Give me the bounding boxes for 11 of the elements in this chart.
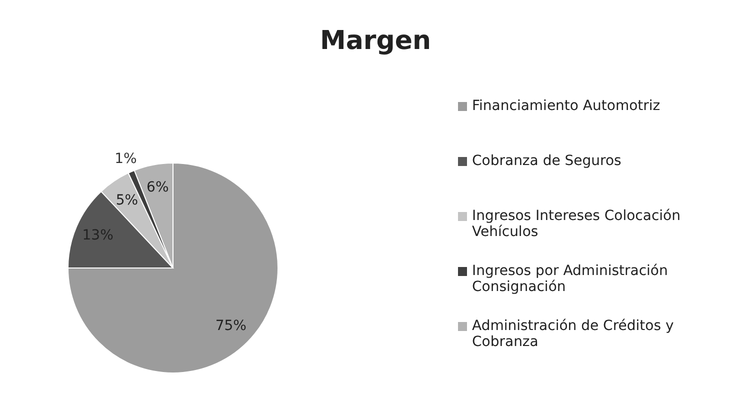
pie-slice: [68, 162, 278, 374]
legend-label: Ingresos Intereses Colocación Vehículos: [472, 208, 682, 240]
legend-label: Ingresos por Administración Consignación: [472, 263, 669, 295]
legend-label: Financiamiento Automotriz: [472, 98, 662, 114]
legend-label: Cobranza de Seguros: [472, 153, 622, 169]
chart-title: Margen: [319, 26, 432, 56]
legend-label: Administración de Créditos y Cobranza: [472, 318, 675, 350]
data-label: 6%: [146, 180, 169, 196]
data-label: 75%: [215, 318, 246, 334]
data-label: 1%: [114, 150, 137, 167]
data-label: 5%: [116, 192, 138, 208]
